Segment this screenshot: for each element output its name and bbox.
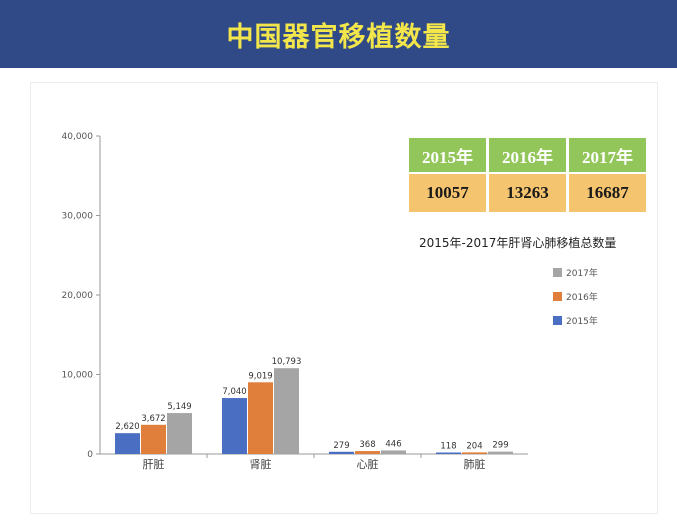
legend-swatch — [553, 267, 562, 277]
bar — [355, 451, 380, 454]
data-label: 10,793 — [272, 357, 302, 367]
summary-year-2016: 2016年 — [489, 138, 566, 172]
legend-item-2015: 2015年 — [553, 308, 598, 332]
summary-total-2015: 10057 — [409, 174, 486, 212]
chart-subtitle: 2015年-2017年肝肾心肺移植总数量 — [419, 236, 617, 250]
x-tick-label: 肾脏 — [250, 458, 272, 471]
chart-legend: 2017年 2016年 2015年 — [553, 260, 598, 332]
data-label: 2,620 — [115, 422, 139, 432]
summary-year-2017: 2017年 — [569, 138, 646, 172]
data-label: 118 — [440, 442, 456, 452]
bar — [329, 451, 354, 454]
bar — [222, 398, 247, 454]
x-tick-label: 肺脏 — [464, 458, 486, 471]
bar — [488, 451, 513, 454]
data-label: 446 — [385, 439, 401, 449]
bar — [115, 433, 140, 454]
y-tick-label: 20,000 — [62, 291, 94, 301]
y-tick-label: 40,000 — [62, 132, 94, 142]
legend-label: 2017年 — [566, 268, 598, 279]
data-label: 7,040 — [222, 387, 246, 397]
legend-swatch — [553, 291, 562, 301]
bar — [436, 452, 461, 454]
y-tick-label: 0 — [87, 450, 93, 460]
y-tick-label: 10,000 — [62, 371, 94, 381]
data-label: 299 — [492, 441, 508, 451]
bar — [462, 452, 487, 454]
legend-item-2017: 2017年 — [553, 260, 598, 284]
y-tick-label: 30,000 — [62, 212, 94, 222]
legend-swatch — [553, 315, 562, 325]
bar — [167, 413, 192, 454]
summary-table: 2015年 2016年 2017年 10057 13263 16687 — [409, 138, 646, 212]
bar — [141, 424, 166, 454]
bar — [274, 368, 299, 454]
data-label: 3,672 — [141, 414, 165, 424]
x-tick-label: 心脏 — [357, 458, 379, 471]
data-label: 9,019 — [248, 371, 272, 381]
x-tick-label: 肝脏 — [143, 458, 165, 471]
legend-label: 2016年 — [566, 292, 598, 303]
bar — [381, 450, 406, 454]
title-banner: 中国器官移植数量 — [0, 0, 677, 68]
summary-year-2015: 2015年 — [409, 138, 486, 172]
data-label: 279 — [333, 441, 349, 451]
data-label: 5,149 — [167, 402, 191, 412]
summary-total-2016: 13263 — [489, 174, 566, 212]
summary-total-2017: 16687 — [569, 174, 646, 212]
data-label: 368 — [359, 440, 375, 450]
legend-label: 2015年 — [566, 316, 598, 327]
data-label: 204 — [466, 441, 482, 451]
page-title: 中国器官移植数量 — [226, 21, 451, 53]
bar — [248, 382, 273, 454]
legend-item-2016: 2016年 — [553, 284, 598, 308]
